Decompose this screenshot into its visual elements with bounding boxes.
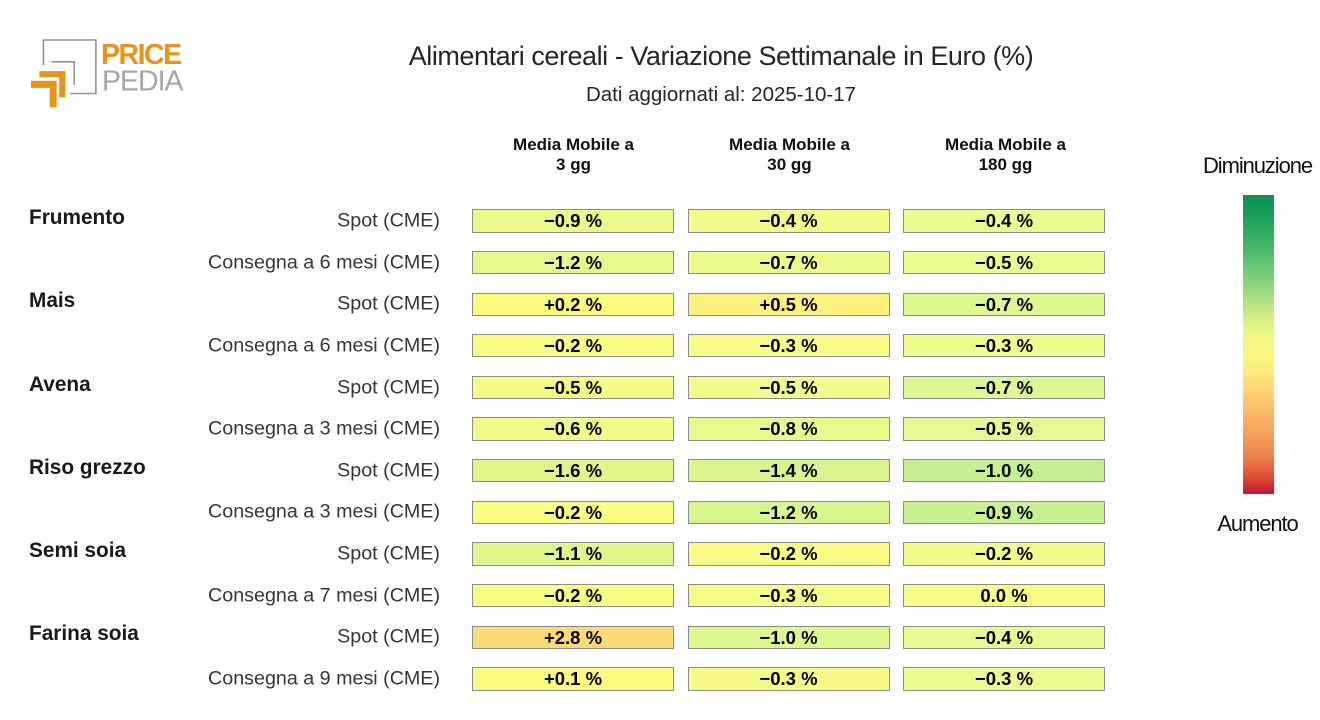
svg-text:PEDIA: PEDIA (102, 66, 184, 98)
svg-text:PRICE: PRICE (101, 39, 181, 71)
